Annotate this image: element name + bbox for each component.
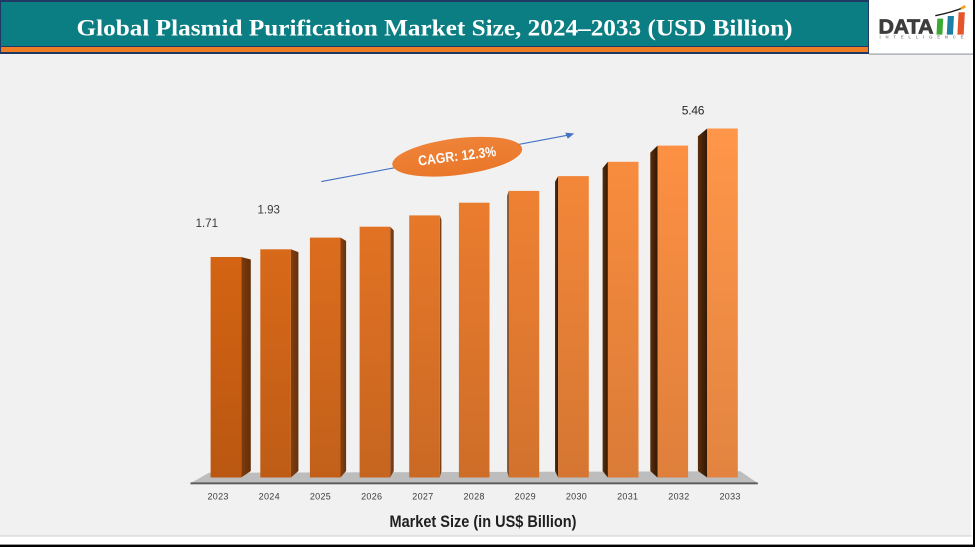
svg-text:1.93: 1.93 [258,205,280,217]
svg-text:2029: 2029 [515,492,536,502]
svg-text:DATA: DATA [879,16,934,39]
svg-text:2028: 2028 [463,492,484,502]
svg-text:2025: 2025 [310,492,331,502]
svg-text:2027: 2027 [412,492,433,502]
svg-text:2024: 2024 [259,492,280,502]
svg-text:2033: 2033 [719,492,740,502]
svg-text:2026: 2026 [361,492,382,502]
svg-text:2032: 2032 [668,492,689,502]
svg-text:Market Size (in US$ Billion): Market Size (in US$ Billion) [390,513,577,531]
svg-text:Global Plasmid Purification Ma: Global Plasmid Purification Market Size,… [77,15,793,41]
svg-text:2031: 2031 [617,492,638,502]
svg-text:5.46: 5.46 [682,104,705,118]
svg-text:2023: 2023 [207,492,228,502]
svg-text:2030: 2030 [566,492,587,502]
svg-text:1.71: 1.71 [196,218,218,230]
